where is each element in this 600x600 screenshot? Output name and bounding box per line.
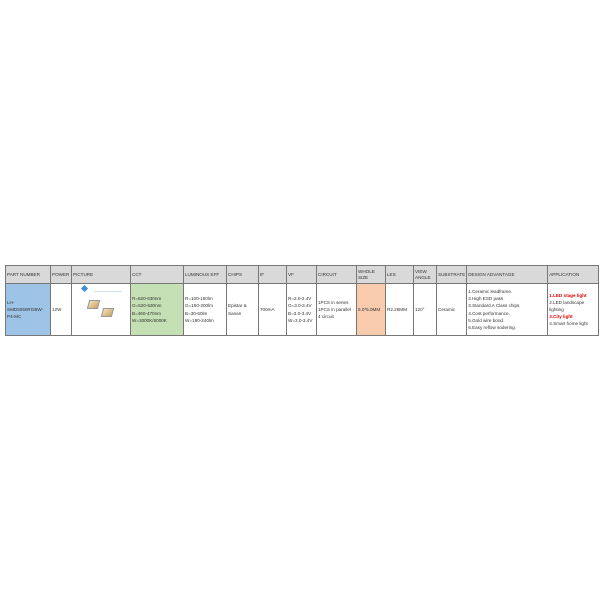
cell-application: 1.LED stage light 2.LED landscape lighti… <box>547 283 600 336</box>
advantage-item: 1.Ceramic leadframe. <box>468 289 513 295</box>
advantage-item: 3.Standard A Class chips. <box>468 303 521 309</box>
vf-green: G=3.0-3.4V <box>288 303 312 309</box>
cell-power: 12W <box>50 283 72 336</box>
circuit-line: 4 circuit <box>318 314 334 320</box>
eff-white: W=180-240lm <box>185 317 214 323</box>
advantage-item: 6.Easy reflow sodering. <box>468 324 516 330</box>
header-cct: CCT <box>130 265 184 284</box>
header-vf: VF <box>286 265 317 284</box>
application-item: 4.Smart home light <box>549 321 588 327</box>
application-item-highlight: 1.LED stage light <box>549 292 587 298</box>
header-whole-size: WHOLE SIZE <box>356 265 386 284</box>
header-power: POWER <box>50 265 72 284</box>
circuit-line: 1PCS in parallel <box>318 306 351 312</box>
advantage-item: 2.High ESD pass <box>468 296 504 302</box>
cell-picture <box>71 283 131 336</box>
eff-red: R=100-150lm <box>185 296 213 302</box>
cell-whole-size: 5.0*5.0MM <box>356 283 386 336</box>
cell-part-number: LH-SMD5050RGBW-P4-MC <box>5 283 51 336</box>
eff-blue: B=30-60lm <box>185 310 208 316</box>
vf-blue: B=3.0-3.4V <box>288 310 312 316</box>
cct-white: W=3000K/6000K <box>132 317 167 323</box>
header-part-number: PART NUMBER <box>5 265 51 284</box>
cell-circuit: 1PCS in series 1PCS in parallel 4 circui… <box>316 283 357 336</box>
cell-les: R2.26MM <box>385 283 414 336</box>
header-substrate: SUBSTRATE <box>435 265 468 284</box>
header-chips: CHIPS <box>226 265 259 284</box>
header-luminous-eff: LUMINOUS EFF <box>183 265 227 284</box>
cell-cct: R=620-630nm G=520-530nm B=460-470nm W=30… <box>130 283 184 336</box>
advantage-item: 4.Cost performance. <box>468 310 510 316</box>
application-item-highlight: 3.City light <box>549 314 573 320</box>
header-row: PART NUMBER POWER PICTURE CCT LUMINOUS E… <box>5 265 600 284</box>
caption-line <box>94 291 122 292</box>
cell-if: 700mA <box>258 283 287 336</box>
cell-design-advantage: 1.Ceramic leadframe. 2.High ESD pass 3.S… <box>466 283 549 336</box>
eff-green: G=150-200lm <box>185 303 213 309</box>
cct-blue: B=460-470nm <box>132 310 161 316</box>
table-row: LH-SMD5050RGBW-P4-MC 12W R=620-630nm G=5… <box>5 283 600 336</box>
advantage-item: 5.Gold wire bond. <box>468 317 505 323</box>
cell-luminous-eff: R=100-150lm G=150-200lm B=30-60lm W=180-… <box>183 283 227 336</box>
vf-white: W=3.0-3.4V <box>288 317 313 323</box>
header-picture: PICTURE <box>71 265 131 284</box>
header-application: APPLICATION <box>547 265 600 284</box>
led-chip-icon <box>86 300 101 309</box>
cell-vf: R=2.0-2.4V G=3.0-3.4V B=3.0-3.4V W=3.0-3… <box>286 283 317 336</box>
header-if: IF <box>258 265 287 284</box>
cell-view-angle: 120° <box>413 283 437 336</box>
cell-substrate: Ceramic <box>435 283 468 336</box>
header-design-advantage: DESIGN ADVANTAGE <box>466 265 549 284</box>
header-circuit: CIRCUIT <box>316 265 357 284</box>
cell-chips: Epistar & Sanan <box>226 283 259 336</box>
cct-red: R=620-630nm <box>132 296 162 302</box>
product-spec-table: PART NUMBER POWER PICTURE CCT LUMINOUS E… <box>5 265 600 336</box>
header-view-angle: VIEW ANGLE <box>413 265 437 284</box>
application-item: 2.LED landscape lighting <box>549 299 585 312</box>
cct-green: G=520-530nm <box>132 303 162 309</box>
led-chip-icon <box>100 308 115 317</box>
vf-red: R=2.0-2.4V <box>288 296 312 302</box>
logo-icon <box>80 284 89 293</box>
circuit-line: 1PCS in series <box>318 299 349 305</box>
header-les: LES <box>385 265 414 284</box>
